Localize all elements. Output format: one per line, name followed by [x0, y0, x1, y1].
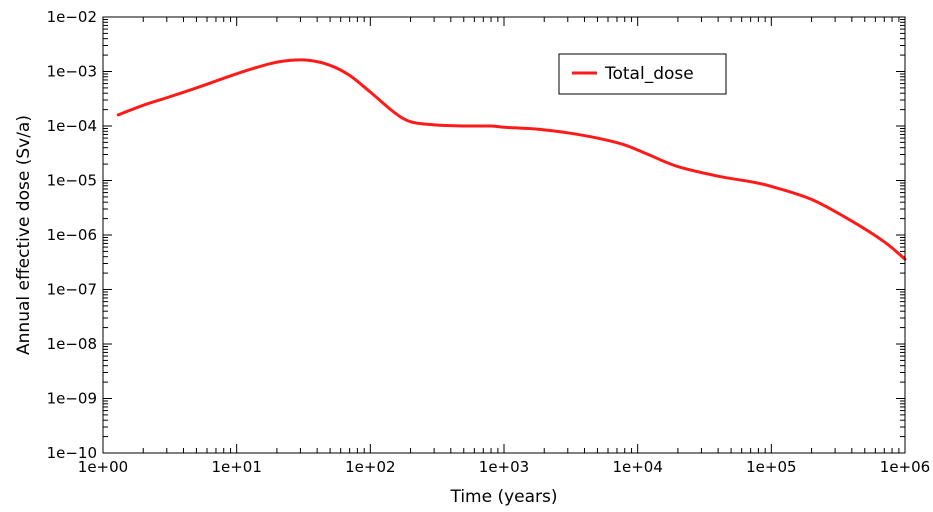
y-axis-title: Annual effective dose (Sv/a) [14, 115, 34, 355]
y-tick-label: 1e−05 [47, 172, 97, 190]
y-tick-label: 1e−06 [47, 226, 97, 244]
ticks-layer: 1e+00 1e+01 1e+02 1e+03 1e+04 1e+05 1e+06 1e−10… [47, 8, 931, 476]
plot-frame [102, 16, 906, 454]
y-tick-label: 1e−08 [47, 335, 97, 353]
series-line-total-dose [116, 58, 907, 261]
x-tick-label: 1e+00 [78, 458, 128, 476]
x-tick-label: 1e+01 [211, 458, 261, 476]
y-tick-label: 1e−04 [47, 117, 97, 135]
y-tick-label: 1e−07 [47, 281, 97, 299]
x-tick-label: 1e+03 [479, 458, 529, 476]
legend: Total_dose [558, 53, 727, 95]
legend-label: Total_dose [604, 64, 694, 84]
x-tick-label: 1e+04 [612, 458, 662, 476]
x-tick-label: 1e+06 [880, 458, 930, 476]
x-axis-title: Time (years) [449, 487, 557, 507]
x-tick-label: 1e+02 [345, 458, 395, 476]
y-tick-label: 1e−09 [47, 390, 97, 408]
y-tick-label: 1e−03 [47, 63, 97, 81]
x-tick-label: 1e+05 [746, 458, 796, 476]
y-tick-label: 1e−02 [47, 8, 97, 26]
y-tick-label: 1e−10 [47, 444, 97, 462]
